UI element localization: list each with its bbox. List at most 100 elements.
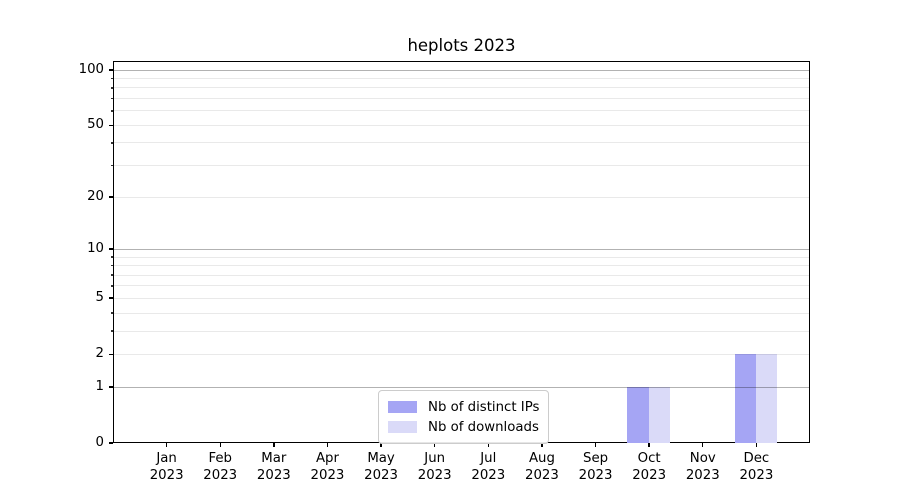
x-tick-label-aug: Aug 2023 <box>514 450 570 484</box>
x-tick-label-oct: Oct 2023 <box>621 450 677 484</box>
x-tick-year: 2023 <box>525 468 559 483</box>
y-tick-label-100: 100 <box>78 62 104 77</box>
bar-dec-series1 <box>734 353 756 443</box>
y-minor-tick-mark-3 <box>110 330 113 332</box>
minor-gridline-20 <box>114 196 809 198</box>
minor-gridline-6 <box>114 285 809 287</box>
legend-entry-2: Nb of downloads <box>388 417 539 437</box>
minor-gridline-40 <box>114 142 809 144</box>
major-gridline-1 <box>114 386 809 388</box>
x-tick-month: Dec <box>743 451 770 466</box>
x-tick-year: 2023 <box>149 468 184 483</box>
plot-area <box>113 61 810 443</box>
minor-gridline-90 <box>114 78 809 80</box>
legend-swatch-icon <box>388 421 417 433</box>
y-minor-tick-mark-20 <box>110 196 113 198</box>
y-tick-label-1: 1 <box>95 378 104 394</box>
x-tick-mark-feb <box>219 443 221 447</box>
minor-gridline-9 <box>114 256 809 258</box>
y-minor-tick-mark-5 <box>110 297 113 300</box>
x-tick-label-dec: Dec 2023 <box>728 450 784 484</box>
x-tick-month: Mar <box>261 451 287 466</box>
x-tick-month: Jul <box>480 451 497 466</box>
x-tick-mark-jul <box>487 443 489 447</box>
x-tick-label-jul: Jul 2023 <box>460 450 516 484</box>
x-tick-year: 2023 <box>578 468 613 483</box>
x-tick-year: 2023 <box>203 468 238 483</box>
x-tick-mark-oct <box>648 443 650 447</box>
y-minor-tick-mark-50 <box>110 124 113 127</box>
x-tick-year: 2023 <box>417 468 452 483</box>
x-tick-year: 2023 <box>685 468 720 483</box>
x-tick-label-jun: Jun 2023 <box>407 450 463 484</box>
minor-gridline-5 <box>114 297 809 299</box>
bar-oct-series2 <box>648 386 671 443</box>
x-tick-year: 2023 <box>364 468 398 483</box>
y-minor-tick-mark-40 <box>110 142 113 144</box>
x-tick-label-nov: Nov 2023 <box>675 450 731 484</box>
minor-gridline-4 <box>114 312 809 314</box>
x-tick-mark-jan <box>165 443 168 447</box>
y-minor-tick-mark-8 <box>110 264 113 267</box>
x-tick-month: Aug <box>528 451 555 466</box>
x-tick-label-mar: Mar 2023 <box>246 450 302 484</box>
x-tick-year: 2023 <box>471 468 506 483</box>
minor-gridline-3 <box>114 330 809 332</box>
x-tick-mark-dec <box>755 443 758 447</box>
minor-gridline-60 <box>114 110 809 112</box>
x-tick-mark-aug <box>541 443 543 447</box>
y-tick-label-2: 2 <box>95 346 104 362</box>
x-tick-label-sep: Sep 2023 <box>568 450 624 484</box>
x-tick-year: 2023 <box>256 468 291 483</box>
minor-gridline-2 <box>114 353 809 355</box>
y-tick-mark-1 <box>109 386 113 388</box>
x-tick-label-feb: Feb 2023 <box>192 450 248 484</box>
legend-label: Nb of downloads <box>428 419 539 435</box>
x-tick-label-may: May 2023 <box>353 450 409 484</box>
y-tick-mark-100 <box>109 69 113 71</box>
x-tick-label-apr: Apr 2023 <box>299 450 355 484</box>
minor-gridline-50 <box>114 124 809 126</box>
y-minor-tick-mark-60 <box>110 110 113 112</box>
bar-oct-series1 <box>627 386 649 443</box>
x-tick-year: 2023 <box>310 468 345 483</box>
y-tick-label-0: 0 <box>95 435 104 450</box>
x-tick-mark-jun <box>433 443 436 447</box>
chart-title: heplots 2023 <box>407 36 516 55</box>
y-minor-tick-mark-7 <box>110 274 113 276</box>
x-tick-label-jan: Jan 2023 <box>139 450 195 484</box>
minor-gridline-8 <box>114 265 809 267</box>
x-tick-month: Jan <box>156 451 177 466</box>
y-tick-mark-0 <box>109 442 113 444</box>
y-tick-label-50: 50 <box>87 117 104 133</box>
x-tick-month: Oct <box>637 451 661 466</box>
minor-gridline-70 <box>114 98 809 100</box>
y-minor-tick-mark-90 <box>110 77 113 80</box>
x-tick-mark-may <box>380 443 382 447</box>
x-tick-month: Feb <box>208 451 232 466</box>
x-tick-month: Sep <box>583 451 609 466</box>
bar-dec-series2 <box>755 353 778 443</box>
legend-label: Nb of distinct IPs <box>428 399 540 415</box>
y-minor-tick-mark-4 <box>110 312 113 314</box>
y-tick-label-10: 10 <box>87 241 104 257</box>
legend-swatch-icon <box>388 401 417 413</box>
y-minor-tick-mark-70 <box>110 97 113 100</box>
y-tick-label-5: 5 <box>95 290 104 306</box>
x-tick-month: Apr <box>315 451 339 466</box>
x-tick-mark-sep <box>594 443 597 447</box>
y-tick-label-20: 20 <box>87 188 104 204</box>
x-tick-month: Nov <box>689 451 716 466</box>
y-minor-tick-mark-9 <box>110 256 113 258</box>
major-gridline-10 <box>114 248 809 250</box>
x-tick-year: 2023 <box>739 468 774 483</box>
x-tick-year: 2023 <box>632 468 667 483</box>
y-minor-tick-mark-2 <box>110 353 113 356</box>
legend: Nb of distinct IPs Nb of downloads <box>378 390 550 444</box>
y-minor-tick-mark-80 <box>110 87 113 89</box>
minor-gridline-30 <box>114 165 809 167</box>
y-minor-tick-mark-6 <box>110 285 113 287</box>
x-tick-mark-mar <box>273 443 275 447</box>
minor-gridline-7 <box>114 274 809 276</box>
